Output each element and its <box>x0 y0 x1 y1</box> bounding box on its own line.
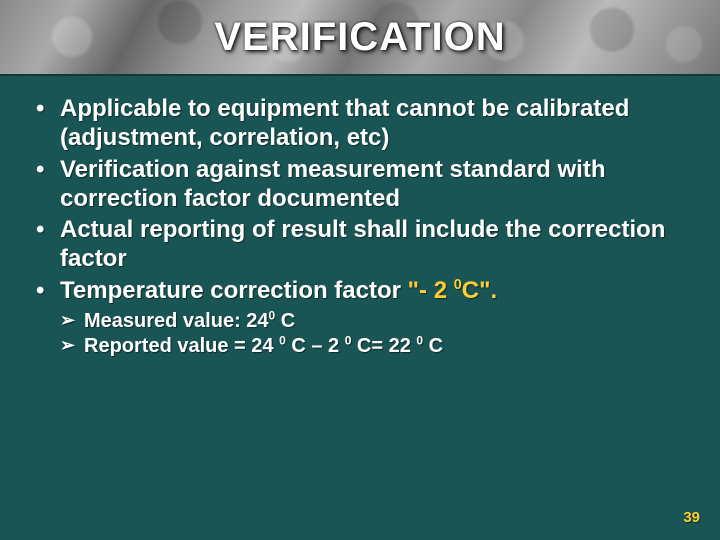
bullet-text: Verification against measurement standar… <box>60 156 605 212</box>
bullet-text: Applicable to equipment that cannot be c… <box>60 95 629 151</box>
bullet-list: Applicable to equipment that cannot be c… <box>34 94 686 305</box>
sub-text: Reported value = 24 <box>84 335 279 357</box>
slide-title: VERIFICATION <box>214 15 505 60</box>
slide-content: Applicable to equipment that cannot be c… <box>0 76 720 540</box>
sub-bullet-list: Measured value: 240 C Reported value = 2… <box>60 309 686 360</box>
page-number: 39 <box>683 509 700 526</box>
bullet-item: Applicable to equipment that cannot be c… <box>34 94 686 153</box>
sub-bullet-item: Measured value: 240 C <box>60 309 686 335</box>
sub-text: C= 22 <box>351 335 416 357</box>
accent-prefix: "- 2 <box>408 277 454 304</box>
sub-text: Measured value: 24 <box>84 310 269 332</box>
sub-text: C <box>423 335 443 357</box>
bullet-item: Actual reporting of result shall include… <box>34 215 686 274</box>
bullet-item: Temperature correction factor "- 2 0C". <box>34 276 686 305</box>
accent-suffix: C". <box>462 277 497 304</box>
bullet-item: Verification against measurement standar… <box>34 155 686 214</box>
sub-superscript: 0 <box>279 334 286 348</box>
bullet-text: Temperature correction factor <box>60 277 408 304</box>
sub-bullet-item: Reported value = 24 0 C – 2 0 C= 22 0 C <box>60 334 686 360</box>
accent-superscript: 0 <box>454 277 462 293</box>
accent-text: "- 2 0C". <box>408 277 497 304</box>
slide: VERIFICATION Applicable to equipment tha… <box>0 0 720 540</box>
sub-text: C – 2 <box>286 335 345 357</box>
sub-text: C <box>275 310 295 332</box>
bullet-text: Actual reporting of result shall include… <box>60 216 665 272</box>
title-band: VERIFICATION <box>0 0 720 76</box>
